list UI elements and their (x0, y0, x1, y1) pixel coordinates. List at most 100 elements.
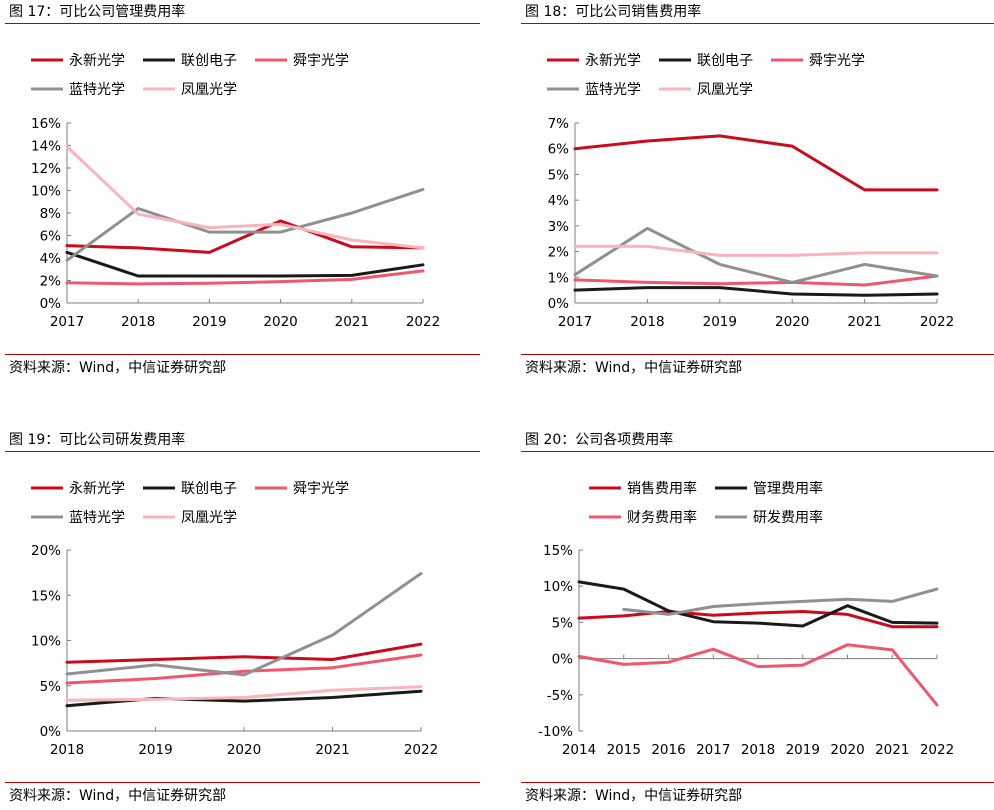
series-line (573, 286, 939, 297)
legend-item: 管理费用率 (715, 480, 823, 497)
y-tick-label: 10% (31, 184, 61, 200)
x-tick-label: 2016 (651, 742, 685, 758)
chart-panel-17: 图 17：可比公司管理费用率 永新光学 联创电子 舜宇光学 蓝特光学 凤凰光学 0% 2% 4… (5, 0, 480, 380)
title-rule (5, 23, 480, 24)
legend-label: 联创电子 (697, 53, 753, 69)
legend-item: 联创电子 (659, 53, 753, 69)
title-rule (5, 451, 480, 452)
chart-title: 图 17：可比公司管理费用率 (9, 4, 186, 20)
legend-label: 销售费用率 (627, 480, 697, 497)
series-line (573, 274, 939, 287)
legend-label: 联创电子 (181, 481, 237, 497)
legend-label: 永新光学 (585, 53, 641, 69)
y-tick-label: 6% (548, 142, 570, 158)
legend-label: 财务费用率 (627, 509, 697, 526)
y-tick-label: 8% (40, 206, 62, 222)
legend-item: 舜宇光学 (255, 481, 349, 497)
y-tick-label: -10% (538, 724, 573, 740)
x-tick-label: 2017 (558, 314, 592, 330)
legend-item: 销售费用率 (589, 480, 697, 497)
legend-label: 舜宇光学 (809, 53, 865, 69)
series-line (65, 145, 425, 250)
legend-label: 永新光学 (69, 481, 125, 497)
series-line (573, 134, 939, 192)
series-line (65, 219, 425, 254)
y-tick-label: 7% (548, 116, 570, 132)
x-tick-label: 2017 (696, 742, 730, 758)
x-tick-label: 2020 (263, 314, 297, 330)
legend-item: 蓝特光学 (31, 82, 125, 98)
chart-panel-19: 图 19：可比公司研发费用率 永新光学 联创电子 舜宇光学 蓝特光学 凤凰光学 0% 5% 1… (5, 428, 480, 808)
series-line (577, 580, 939, 628)
legend-label: 蓝特光学 (69, 82, 125, 98)
y-tick-label: 10% (31, 634, 61, 650)
legend-item: 财务费用率 (589, 509, 697, 526)
legend-label: 蓝特光学 (585, 82, 641, 98)
legend-item: 舜宇光学 (771, 53, 865, 69)
legend-label: 凤凰光学 (181, 82, 237, 98)
title-rule (521, 451, 994, 452)
y-tick-label: -5% (547, 688, 573, 704)
x-tick-label: 2018 (630, 314, 664, 330)
x-tick-label: 2020 (830, 742, 864, 758)
y-tick-label: 1% (548, 270, 570, 286)
legend-label: 管理费用率 (753, 480, 823, 497)
y-tick-label: 12% (31, 161, 61, 177)
y-tick-label: 0% (40, 296, 62, 312)
y-tick-label: 20% (31, 543, 61, 559)
legend-item: 凤凰光学 (659, 82, 753, 98)
legend-label: 永新光学 (69, 53, 125, 69)
x-tick-label: 2018 (121, 314, 155, 330)
x-tick-label: 2021 (315, 742, 349, 758)
chart-panel-20: 图 20：公司各项费用率 销售费用率 管理费用率财务费用率 研发费用率 -10% -5%… (521, 428, 994, 808)
legend-item: 永新光学 (31, 53, 125, 69)
x-tick-label: 2019 (703, 314, 737, 330)
legend-label: 舜宇光学 (293, 53, 349, 69)
chart-title: 图 18：可比公司销售费用率 (525, 4, 702, 20)
y-tick-label: 6% (40, 229, 62, 245)
y-tick-label: 2% (548, 245, 570, 261)
series-line (65, 187, 425, 262)
y-tick-label: 5% (40, 679, 62, 695)
y-tick-label: 5% (548, 167, 570, 183)
series-line (577, 610, 939, 629)
source-note: 资料来源：Wind，中信证券研究部 (9, 360, 227, 376)
series-line (573, 244, 939, 257)
y-tick-label: 10% (543, 579, 573, 595)
x-tick-label: 2019 (786, 742, 820, 758)
source-rule (5, 354, 480, 355)
legend-item: 舜宇光学 (255, 53, 349, 69)
y-tick-label: 3% (548, 219, 570, 235)
series-line (65, 269, 425, 286)
x-tick-label: 2020 (227, 742, 261, 758)
source-note: 资料来源：Wind，中信证券研究部 (9, 788, 227, 804)
legend-item: 凤凰光学 (143, 510, 237, 526)
legend-item: 联创电子 (143, 481, 237, 497)
source-note: 资料来源：Wind，中信证券研究部 (525, 360, 743, 376)
x-tick-label: 2019 (192, 314, 226, 330)
y-tick-label: 4% (548, 193, 570, 209)
series-line (65, 572, 423, 677)
legend-label: 研发费用率 (753, 509, 823, 526)
legend-label: 凤凰光学 (181, 510, 237, 526)
legend-label: 凤凰光学 (697, 82, 753, 98)
x-tick-label: 2021 (335, 314, 369, 330)
series-line (65, 653, 423, 685)
chart-title: 图 19：可比公司研发费用率 (9, 432, 186, 448)
y-tick-label: 16% (31, 116, 61, 132)
x-tick-label: 2018 (741, 742, 775, 758)
x-tick-label: 2018 (50, 742, 84, 758)
x-tick-label: 2019 (138, 742, 172, 758)
y-tick-label: 2% (40, 274, 62, 290)
chart-title: 图 20：公司各项费用率 (525, 432, 674, 448)
y-tick-label: 4% (40, 251, 62, 267)
x-tick-label: 2022 (920, 314, 954, 330)
y-tick-label: 5% (552, 615, 574, 631)
series-line (65, 250, 425, 278)
chart-panel-18: 图 18：可比公司销售费用率 永新光学 联创电子 舜宇光学 蓝特光学 凤凰光学 0% 1% 2… (521, 0, 994, 380)
series-line (573, 226, 939, 284)
